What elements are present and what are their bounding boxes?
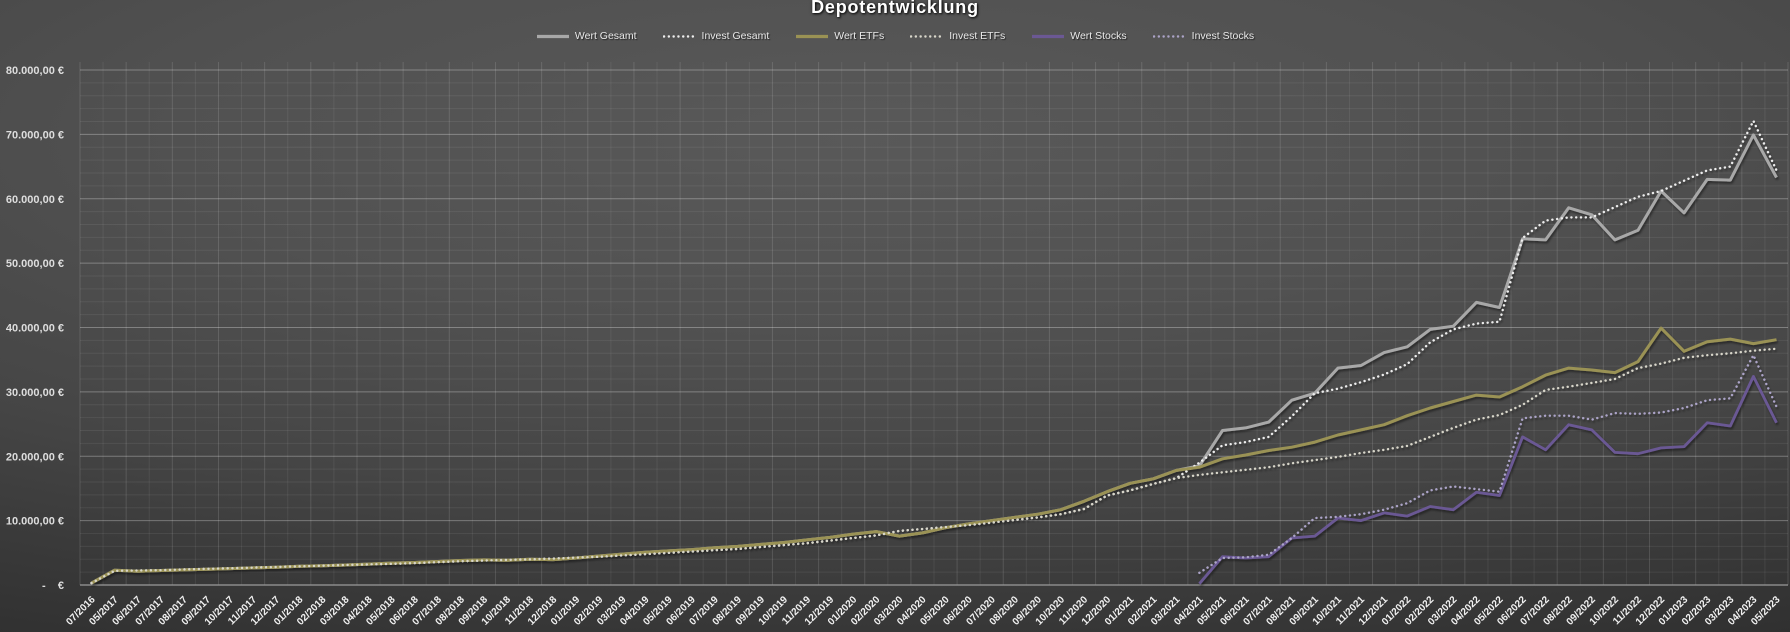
legend-swatch-invest-stocks — [1152, 34, 1187, 38]
y-axis-tick-label: 30.000,00 € — [6, 387, 64, 399]
legend-swatch-wert-etfs — [796, 34, 829, 38]
series-line-wert-stocks[interactable] — [1198, 375, 1778, 585]
chart-title[interactable]: Depotentwicklung — [811, 0, 979, 17]
legend-item-wert-stocks[interactable]: Wert Stocks — [1031, 30, 1127, 42]
y-axis-tick-label: 50.000,00 € — [6, 258, 64, 270]
legend-item-invest-etfs[interactable]: Invest ETFs — [910, 30, 1005, 42]
legend-label-wert-gesamt: Wert Gesamt — [574, 30, 637, 42]
legend-item-invest-stocks[interactable]: Invest Stocks — [1152, 30, 1255, 42]
y-axis-tick-label: 70.000,00 € — [6, 129, 64, 141]
legend-label-invest-gesamt: Invest Gesamt — [701, 30, 770, 42]
vertical-gridlines — [79, 62, 1789, 585]
y-axis-tick-label: 20.000,00 € — [6, 451, 64, 463]
legend-swatch-invest-etfs — [910, 34, 945, 38]
series-lines — [90, 119, 1778, 585]
series-line-invest-stocks[interactable] — [1198, 354, 1778, 574]
legend-swatch-wert-gesamt — [536, 34, 569, 38]
x-axis-labels: 07/201605/201706/201707/201708/201709/20… — [64, 594, 1783, 628]
legend-item-wert-gesamt[interactable]: Wert Gesamt — [536, 30, 637, 42]
legend-item-wert-etfs[interactable]: Wert ETFs — [795, 30, 884, 42]
y-axis-tick-label: 80.000,00 € — [6, 65, 64, 77]
legend-swatch-wert-stocks — [1032, 34, 1065, 38]
legend-swatch-invest-gesamt — [662, 34, 697, 38]
legend-item-invest-gesamt[interactable]: Invest Gesamt — [662, 30, 770, 42]
y-axis-tick-label: 60.000,00 € — [6, 194, 64, 206]
minor-gridlines — [80, 82, 1788, 573]
series-line-invest-etfs[interactable] — [90, 347, 1778, 585]
y-axis-tick-label: 40.000,00 € — [6, 323, 64, 335]
major-gridlines — [80, 69, 1788, 522]
y-axis-labels: - € 10.000,00 € 20.000,00 € 30.000,00 € 40.0… — [6, 65, 64, 592]
y-axis-tick-label: 10.000,00 € — [6, 516, 64, 528]
legend-label-wert-etfs: Wert ETFs — [834, 30, 885, 42]
legend-label-invest-stocks: Invest Stocks — [1191, 30, 1255, 42]
legend-label-invest-etfs: Invest ETFs — [949, 30, 1006, 42]
legend-label-wert-stocks: Wert Stocks — [1070, 30, 1127, 42]
y-axis-tick-label: - € — [42, 580, 64, 592]
chart-legend: Wert Gesamt Invest Gesamt Wert ETFs Invest … — [0, 30, 1790, 42]
